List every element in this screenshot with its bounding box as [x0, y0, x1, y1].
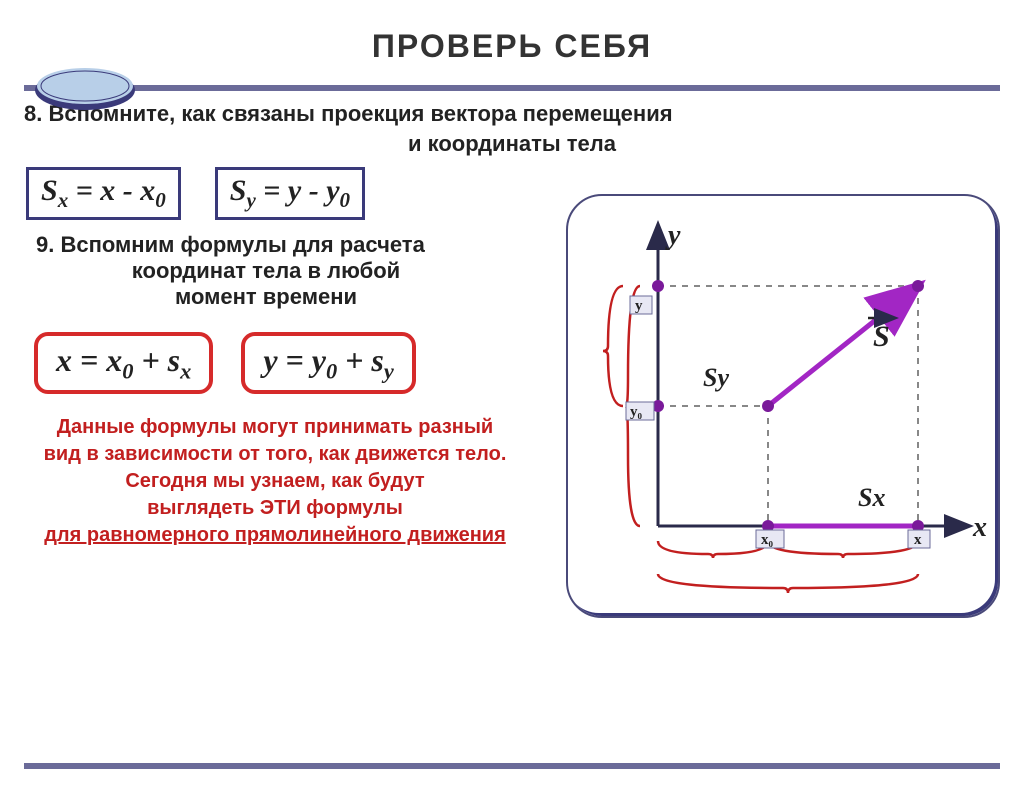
explanation-text: Данные формулы могут принимать разный ви…	[10, 414, 540, 549]
question-8-line1: 8. Вспомните, как связаны проекция векто…	[24, 101, 1024, 127]
page-title: ПРОВЕРЬ СЕБЯ	[0, 28, 1024, 65]
disc-icon	[30, 64, 140, 124]
label-x-axis: x	[972, 512, 987, 543]
label-y0-tick: y₀	[630, 404, 643, 420]
bracket-sy	[603, 286, 623, 406]
formula-sy: Sy = y - y0	[215, 167, 365, 220]
bracket-x0	[658, 541, 768, 558]
question-8-line2: и координаты тела	[0, 131, 1024, 157]
point-start	[762, 400, 774, 412]
q9-line3: момент времени	[36, 284, 496, 310]
label-y-axis: y	[665, 220, 681, 251]
formula-sx: Sx = x - x0	[26, 167, 181, 220]
point-end	[912, 280, 924, 292]
q9-line1: 9. Вспомним формулы для расчета	[36, 232, 425, 257]
red-l3: Сегодня мы узнаем, как будут	[125, 470, 424, 492]
vector-diagram: y x S Sy Sx y y₀ x₀ x	[566, 194, 1000, 618]
question-9: 9. Вспомним формулы для расчета координа…	[36, 232, 496, 310]
top-divider	[24, 85, 1000, 91]
diagram-svg: y x S Sy Sx y y₀ x₀ x	[568, 196, 998, 616]
label-Sx: Sx	[858, 483, 885, 512]
label-S: S	[873, 320, 890, 353]
bracket-x-full	[658, 574, 918, 593]
red-l1: Данные формулы могут принимать разный	[57, 416, 493, 438]
formula-x: x = x0 + sx	[34, 332, 213, 394]
q9-line2: координат тела в любой	[36, 258, 496, 284]
label-x0-tick: x₀	[761, 532, 774, 548]
red-l5: для равномерного прямолинейного движения	[44, 524, 506, 546]
red-l4: выглядеть ЭТИ формулы	[147, 497, 403, 519]
label-Sy: Sy	[703, 363, 729, 392]
formula-y: y = y0 + sy	[241, 332, 415, 394]
red-l2: вид в зависимости от того, как движется …	[44, 443, 507, 465]
point-y	[652, 280, 664, 292]
bottom-divider	[24, 763, 1000, 769]
bracket-sx	[768, 541, 918, 558]
label-x-tick: x	[914, 532, 922, 548]
displacement-vector	[768, 286, 918, 406]
label-y-tick: y	[635, 298, 643, 314]
